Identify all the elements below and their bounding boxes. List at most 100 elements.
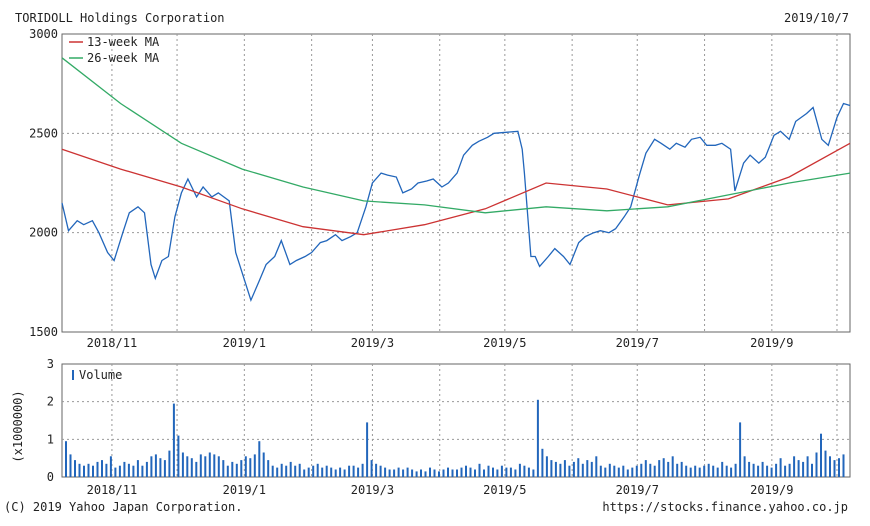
volume-bar xyxy=(177,435,180,477)
volume-x-tick-label: 2019/1 xyxy=(223,483,266,497)
volume-bar xyxy=(442,469,445,477)
volume-bar xyxy=(289,461,292,477)
volume-bar xyxy=(271,465,274,477)
volume-bar xyxy=(739,422,742,477)
volume-bar xyxy=(671,456,674,477)
volume-bar xyxy=(743,456,746,477)
volume-bar xyxy=(676,463,679,477)
volume-bar xyxy=(213,454,216,477)
volume-bar xyxy=(334,469,337,477)
volume-bar xyxy=(640,463,643,477)
volume-bar xyxy=(352,465,355,477)
volume-x-tick-label: 2019/5 xyxy=(483,483,526,497)
volume-bar xyxy=(626,469,629,477)
volume-bar xyxy=(406,467,409,477)
volume-bar xyxy=(312,465,315,477)
volume-bar xyxy=(608,463,611,477)
price-y-tick-label: 1500 xyxy=(29,325,58,339)
volume-bar xyxy=(307,467,310,477)
volume-bar xyxy=(190,458,193,477)
volume-bar xyxy=(384,467,387,477)
volume-bar xyxy=(685,465,688,477)
price-y-tick-label: 3000 xyxy=(29,27,58,41)
volume-bar xyxy=(833,460,836,477)
volume-bar xyxy=(649,463,652,477)
volume-bar xyxy=(141,465,144,477)
volume-bar xyxy=(280,463,283,477)
volume-bar xyxy=(514,469,517,477)
volume-bar xyxy=(123,461,126,477)
volume-bar xyxy=(168,450,171,477)
volume-bar xyxy=(69,454,72,477)
volume-bar xyxy=(725,465,728,477)
volume-bar xyxy=(689,467,692,477)
volume-bar xyxy=(199,454,202,477)
volume-y-tick-label: 1 xyxy=(47,432,54,446)
volume-bar xyxy=(101,460,103,477)
volume-bar xyxy=(231,461,234,477)
volume-bar xyxy=(613,465,616,477)
volume-bar xyxy=(802,461,805,477)
volume-bar xyxy=(361,463,364,477)
volume-bar xyxy=(132,465,135,477)
volume-bar xyxy=(127,463,130,477)
volume-bar xyxy=(842,454,845,477)
volume-bar xyxy=(415,471,418,477)
volume-bar xyxy=(150,456,153,477)
volume-bar xyxy=(433,469,436,477)
price-x-tick-label: 2019/3 xyxy=(351,336,394,350)
price-x-tick-label: 2019/7 xyxy=(616,336,659,350)
volume-bar xyxy=(186,456,189,477)
volume-bar xyxy=(617,467,620,477)
volume-bar xyxy=(716,467,719,477)
volume-bar xyxy=(370,460,373,477)
price-x-tick-label: 2019/9 xyxy=(750,336,793,350)
volume-bar xyxy=(752,463,755,477)
price-x-tick-label: 2018/11 xyxy=(87,336,138,350)
volume-bar xyxy=(217,456,220,477)
volume-legend-label: Volume xyxy=(79,368,122,382)
volume-bar xyxy=(635,465,638,477)
volume-x-tick-label: 2019/3 xyxy=(351,483,394,497)
volume-bar xyxy=(500,465,503,477)
volume-bar xyxy=(707,463,710,477)
volume-bar xyxy=(797,460,800,477)
volume-bar xyxy=(838,458,840,477)
volume-bar xyxy=(397,467,400,477)
volume-bar xyxy=(577,458,580,477)
volume-bar xyxy=(316,463,319,477)
volume-bar xyxy=(712,465,715,477)
volume-bar xyxy=(447,467,449,477)
volume-bar xyxy=(748,461,751,477)
volume-bar xyxy=(420,469,422,477)
volume-bar xyxy=(172,403,175,477)
volume-bar xyxy=(667,461,670,477)
volume-bar xyxy=(572,461,575,477)
volume-bar xyxy=(815,452,818,477)
volume-bar xyxy=(568,465,571,477)
volume-bar xyxy=(474,469,476,477)
volume-bar xyxy=(92,465,94,477)
volume-bar xyxy=(96,461,99,477)
volume-bar xyxy=(253,454,256,477)
volume-bar xyxy=(492,467,494,477)
volume-bar xyxy=(505,467,508,477)
chart-date: 2019/10/7 xyxy=(783,11,849,25)
price-frame xyxy=(61,33,851,333)
volume-bar xyxy=(829,456,831,477)
volume-bar xyxy=(523,465,526,477)
volume-bar xyxy=(249,458,252,477)
volume-bar xyxy=(779,458,782,477)
volume-bar xyxy=(303,469,306,477)
volume-bar xyxy=(478,463,481,477)
volume-bar xyxy=(563,460,566,477)
volume-bar xyxy=(460,467,463,477)
volume-x-tick-label: 2019/9 xyxy=(750,483,793,497)
volume-bar xyxy=(784,465,787,477)
volume-bar xyxy=(294,465,297,477)
volume-y-tick-label: 3 xyxy=(47,357,54,371)
volume-bar xyxy=(658,460,661,477)
volume-bar xyxy=(554,461,557,477)
volume-bar xyxy=(402,469,405,477)
